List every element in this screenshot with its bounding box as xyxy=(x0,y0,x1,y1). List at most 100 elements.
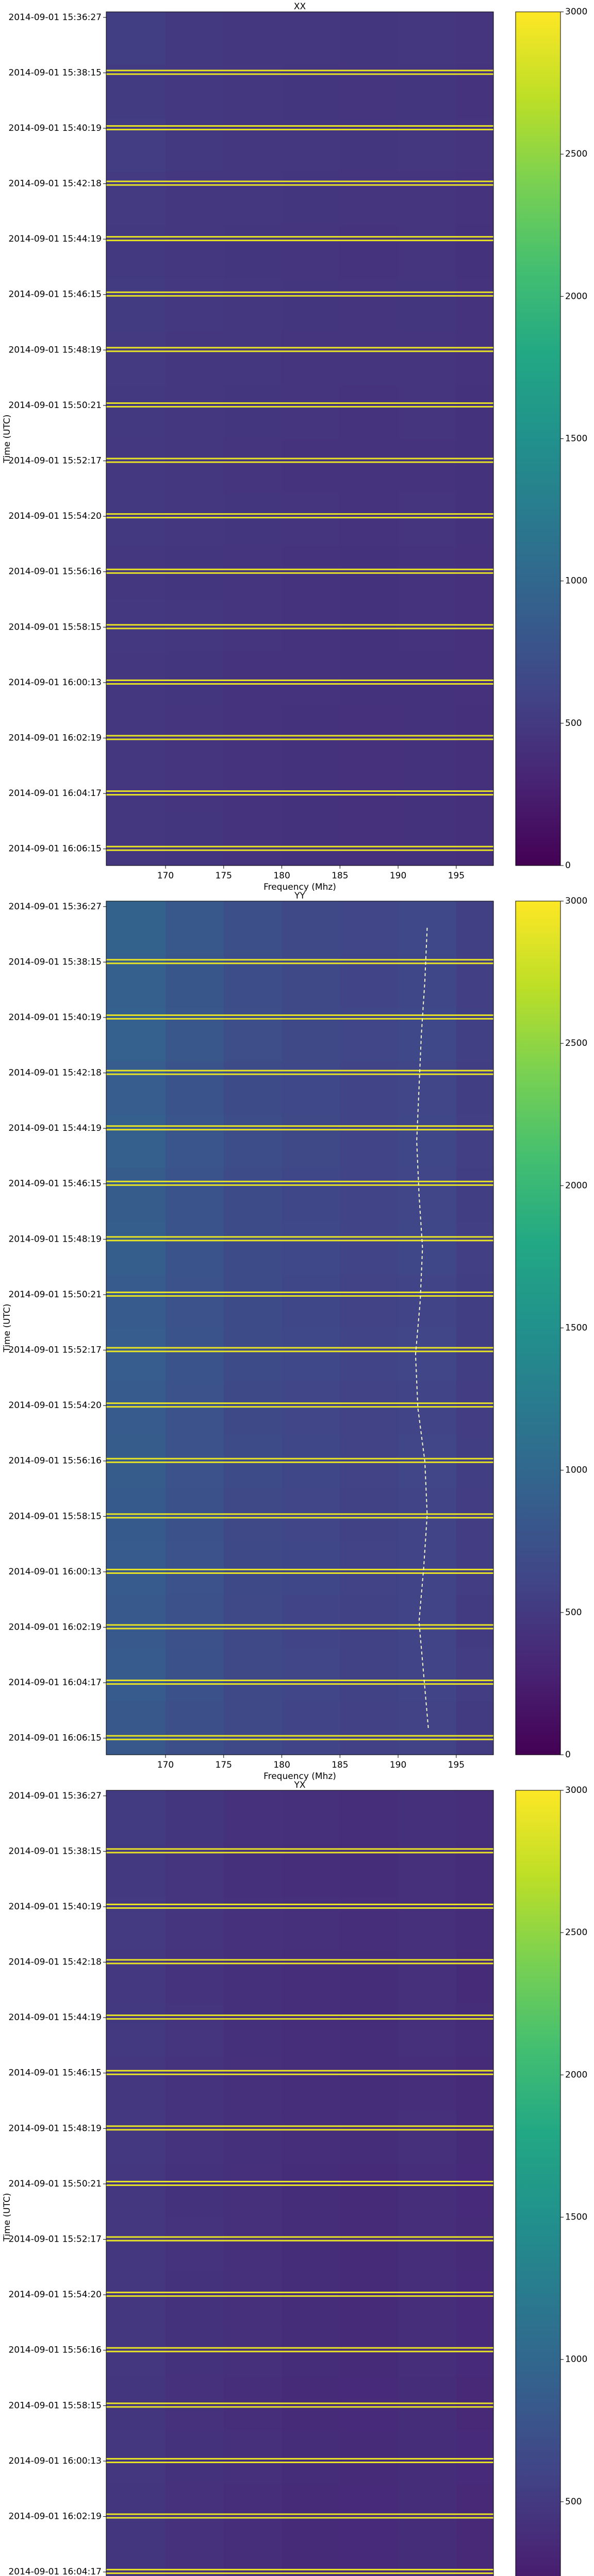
heatmap-cell xyxy=(106,65,166,119)
heatmap-cell xyxy=(340,1843,399,1897)
heatmap-cell xyxy=(223,2057,283,2111)
heatmap-cell xyxy=(223,12,283,66)
heatmap-cell xyxy=(456,278,494,332)
heatmap-cell xyxy=(166,2110,224,2164)
flag-line xyxy=(106,2572,493,2574)
flag-line xyxy=(106,1680,493,1682)
heatmap-cell xyxy=(166,332,224,386)
flag-stripe xyxy=(106,1014,493,1020)
heatmap-cell xyxy=(340,1114,399,1168)
heatmap-cell xyxy=(340,172,399,226)
heatmap-cell xyxy=(223,438,283,493)
flag-line xyxy=(106,2350,493,2352)
flag-line xyxy=(106,1402,493,1404)
heatmap-cell xyxy=(223,1950,283,2004)
heatmap-cell xyxy=(340,1061,399,1115)
heatmap-cell xyxy=(223,758,283,812)
heatmap-cell xyxy=(398,1595,457,1649)
flag-stripe xyxy=(106,1735,493,1740)
flag-line xyxy=(106,1461,493,1463)
heatmap-cell xyxy=(340,1434,399,1488)
heatmap-cell xyxy=(106,954,166,1008)
heatmap-cell xyxy=(398,1221,457,1275)
heatmap-cell xyxy=(340,758,399,812)
heatmap-cell xyxy=(398,2110,457,2164)
plot-frame xyxy=(106,11,494,866)
heatmap-cell xyxy=(166,2004,224,2058)
flag-line xyxy=(106,1350,493,1352)
heatmap-cell xyxy=(223,1114,283,1168)
y-tick-label: 2014-09-01 15:58:15 xyxy=(8,622,102,632)
heatmap-cell xyxy=(398,1701,457,1755)
heatmap-cell xyxy=(282,2484,340,2538)
heatmap-cell xyxy=(340,1328,399,1382)
heatmap-cell xyxy=(340,812,399,866)
heatmap-cell xyxy=(456,954,494,1008)
flag-line xyxy=(106,1129,493,1131)
heatmap-cell xyxy=(456,901,494,955)
flag-line xyxy=(106,572,493,574)
heatmap-cell xyxy=(106,1061,166,1115)
heatmap-cell xyxy=(106,385,166,439)
heatmap-cell xyxy=(456,1950,494,2004)
heatmap-cell xyxy=(340,1897,399,1951)
flag-line xyxy=(106,295,493,297)
flag-line xyxy=(106,350,493,352)
heatmap-cell xyxy=(106,1434,166,1488)
flag-stripe xyxy=(106,236,493,242)
flag-line xyxy=(106,73,493,75)
heatmap-cell xyxy=(166,278,224,332)
heatmap-cell xyxy=(456,1221,494,1275)
heatmap-cell xyxy=(340,1648,399,1702)
heatmap-cell xyxy=(282,652,340,706)
y-tick-label: 2014-09-01 15:52:17 xyxy=(8,456,102,466)
heatmap-cell xyxy=(106,1167,166,1222)
heatmap-cell xyxy=(340,652,399,706)
heatmap-cell xyxy=(398,2324,457,2378)
heatmap-cell xyxy=(282,2004,340,2058)
colorbar-tick-label: 2500 xyxy=(565,1038,587,1048)
flag-line xyxy=(106,180,493,182)
heatmap-cell xyxy=(282,1381,340,1435)
heatmap-cell xyxy=(223,1541,283,1595)
heatmap-cell xyxy=(340,118,399,173)
flag-line xyxy=(106,236,493,238)
y-tick-label: 2014-09-01 15:58:15 xyxy=(8,1511,102,1521)
heatmap-cell xyxy=(282,385,340,439)
heatmap-cell xyxy=(456,1274,494,1328)
heatmap-cell xyxy=(456,1790,494,1844)
colorbar-tick-label: 3000 xyxy=(565,7,587,17)
heatmap-cell xyxy=(166,2057,224,2111)
flag-line xyxy=(106,849,493,851)
flag-line xyxy=(106,240,493,242)
flag-line xyxy=(106,1683,493,1685)
heatmap-cell xyxy=(340,278,399,332)
flag-line xyxy=(106,1236,493,1238)
x-tick-label: 170 xyxy=(157,1760,174,1770)
flag-line xyxy=(106,2129,493,2131)
heatmap-cell xyxy=(282,901,340,955)
heatmap-cell xyxy=(340,385,399,439)
y-tick-label: 2014-09-01 16:02:19 xyxy=(8,2512,102,2522)
y-tick-label: 2014-09-01 16:04:17 xyxy=(8,788,102,799)
heatmap-cell xyxy=(223,1595,283,1649)
heatmap-cell xyxy=(166,705,224,759)
y-tick-label: 2014-09-01 16:00:13 xyxy=(8,2456,102,2466)
flag-stripe xyxy=(106,1680,493,1685)
flag-line xyxy=(106,1903,493,1905)
flag-line xyxy=(106,1295,493,1297)
heatmap-cell xyxy=(106,812,166,866)
heatmap-cell xyxy=(223,652,283,706)
heatmap-cell xyxy=(398,1274,457,1328)
heatmap-cell xyxy=(456,812,494,866)
heatmap-cell xyxy=(223,1167,283,1222)
heatmap-cell xyxy=(106,1114,166,1168)
heatmap-cell xyxy=(282,2430,340,2484)
flag-stripe xyxy=(106,125,493,130)
flag-line xyxy=(106,845,493,848)
y-tick-label: 2014-09-01 15:36:27 xyxy=(8,902,102,912)
heatmap-cell xyxy=(398,1790,457,1844)
heatmap-cell xyxy=(398,954,457,1008)
heatmap-cell xyxy=(282,1541,340,1595)
